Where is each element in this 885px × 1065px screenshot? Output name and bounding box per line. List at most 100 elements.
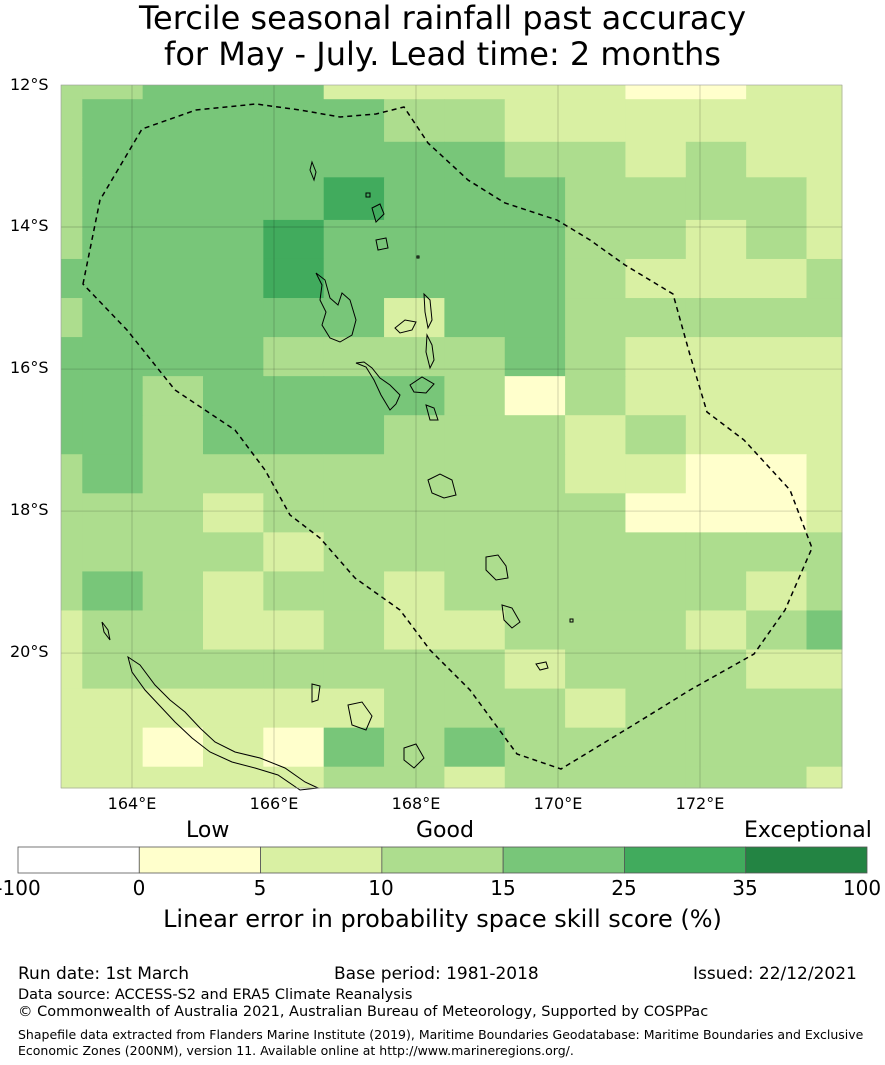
- skill-cell: [203, 649, 264, 690]
- skill-cell: [142, 85, 204, 100]
- skill-cell: [504, 376, 566, 416]
- skill-cell: [504, 727, 566, 768]
- skill-cell: [625, 258, 687, 299]
- skill-cell: [685, 337, 747, 377]
- colorbar-swatch: [381, 846, 504, 874]
- skill-cell: [82, 649, 144, 690]
- skill-cell: [625, 141, 687, 178]
- island-ambrym: [409, 376, 435, 394]
- copyright: © Commonwealth of Australia 2021, Austra…: [18, 1004, 709, 1020]
- skill-cell: [61, 141, 83, 178]
- skill-cell: [82, 415, 144, 455]
- skill-cell: [61, 219, 83, 260]
- skill-cell: [746, 610, 807, 651]
- skill-cell: [685, 177, 747, 221]
- skill-cell: [444, 141, 506, 178]
- skill-cell: [384, 454, 445, 494]
- skill-cell: [565, 610, 626, 651]
- skill-cell: [384, 532, 445, 572]
- skill-cell: [504, 258, 566, 299]
- skill-cell: [685, 532, 747, 572]
- skill-cell: [142, 610, 204, 651]
- skill-cell: [82, 766, 144, 789]
- skill-cell: [504, 688, 566, 729]
- skill-cell: [82, 258, 144, 299]
- skill-cell: [685, 766, 747, 789]
- skill-cell: [565, 571, 626, 611]
- skill-cell: [203, 219, 264, 260]
- skill-cell: [806, 415, 843, 455]
- skill-cell: [142, 766, 204, 789]
- skill-cell: [565, 532, 626, 572]
- skill-cell: [61, 493, 83, 533]
- skill-cell: [806, 337, 843, 377]
- lat-label-12s: 12°S: [10, 75, 49, 94]
- skill-cell: [625, 610, 687, 651]
- skill-cell: [61, 766, 83, 789]
- skill-cell: [565, 337, 626, 377]
- skill-cell: [565, 454, 626, 494]
- skill-cell: [625, 571, 687, 611]
- island-small-3: [569, 618, 574, 623]
- island-small-2: [416, 255, 420, 259]
- skill-cell: [384, 141, 445, 178]
- skill-cell: [444, 571, 506, 611]
- skill-cell: [746, 571, 807, 611]
- skill-cell: [504, 571, 566, 611]
- skill-cell: [82, 337, 144, 377]
- skill-cell: [61, 298, 83, 338]
- colorbar-tick: 5: [253, 876, 267, 900]
- skill-cell: [444, 532, 506, 572]
- skill-cell: [263, 571, 325, 611]
- skill-cell: [82, 99, 144, 143]
- skill-cell: [806, 532, 843, 572]
- colorbar-swatch: [138, 846, 261, 874]
- skill-cell: [323, 688, 385, 729]
- shapefile-credit-line2: Economic Zones (200NM), version 11. Avai…: [18, 1043, 574, 1058]
- skill-cell: [504, 532, 566, 572]
- skill-cell: [203, 376, 264, 416]
- colorbar-category-good: Good: [416, 818, 474, 843]
- island-lifou: [347, 701, 373, 731]
- skill-cell: [504, 766, 566, 789]
- skill-cell: [263, 532, 325, 572]
- skill-cell: [806, 571, 843, 611]
- skill-cell: [625, 766, 687, 789]
- skill-cell: [384, 258, 445, 299]
- skill-cell: [82, 571, 144, 611]
- skill-cell: [444, 99, 506, 143]
- skill-cell: [263, 258, 325, 299]
- skill-cell: [142, 727, 204, 768]
- skill-cell: [746, 415, 807, 455]
- issued-date: Issued: 22/12/2021: [693, 964, 857, 984]
- skill-cell: [685, 376, 747, 416]
- skill-cell: [806, 766, 843, 789]
- skill-cell: [82, 688, 144, 729]
- colorbar-tick: 0: [132, 876, 146, 900]
- skill-cell: [384, 727, 445, 768]
- skill-cell: [61, 85, 83, 100]
- skill-cell: [504, 610, 566, 651]
- skill-cell: [142, 415, 204, 455]
- skill-cell: [685, 571, 747, 611]
- island-aneityum: [535, 661, 549, 671]
- island-efate: [427, 473, 457, 499]
- skill-cell: [625, 99, 687, 143]
- skill-cell: [203, 258, 264, 299]
- island-maewo: [423, 292, 433, 330]
- skill-cell: [82, 376, 144, 416]
- skill-cell: [203, 688, 264, 729]
- skill-cell: [746, 337, 807, 377]
- skill-cell: [323, 532, 385, 572]
- base-period: Base period: 1981-2018: [334, 964, 539, 984]
- skill-cell: [746, 493, 807, 533]
- colorbar-swatch: [745, 846, 868, 874]
- skill-cell: [625, 454, 687, 494]
- skill-cell: [806, 298, 843, 338]
- skill-cell: [806, 219, 843, 260]
- colorbar-swatch: [17, 846, 140, 874]
- island-malekula: [355, 361, 401, 411]
- skill-cell: [685, 298, 747, 338]
- skill-cell: [746, 454, 807, 494]
- skill-cell: [746, 649, 807, 690]
